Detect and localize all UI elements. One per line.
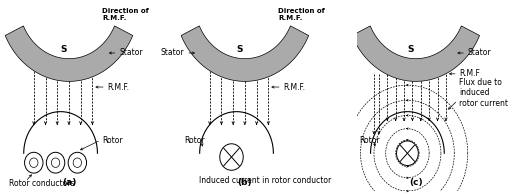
Text: Rotor conductors: Rotor conductors — [8, 179, 74, 188]
Text: Induced current in rotor conductor: Induced current in rotor conductor — [199, 176, 331, 185]
Text: Rotor: Rotor — [359, 135, 379, 145]
Text: Flux due to
induced
rotor current: Flux due to induced rotor current — [460, 78, 508, 108]
Text: Stator: Stator — [468, 48, 491, 58]
Text: S: S — [408, 45, 414, 54]
Circle shape — [24, 152, 43, 173]
Polygon shape — [352, 26, 480, 81]
Circle shape — [220, 144, 243, 170]
Text: (b): (b) — [237, 178, 252, 187]
Text: S: S — [236, 45, 243, 54]
Text: Rotor: Rotor — [184, 135, 205, 145]
Text: R.M.F.: R.M.F. — [108, 83, 129, 91]
Text: Stator: Stator — [119, 48, 143, 58]
Polygon shape — [5, 26, 132, 81]
Text: (a): (a) — [62, 178, 76, 187]
Text: Direction of
R.M.F.: Direction of R.M.F. — [102, 8, 149, 21]
Circle shape — [46, 152, 65, 173]
Text: R.M.F.: R.M.F. — [284, 83, 305, 91]
Circle shape — [51, 158, 60, 167]
Circle shape — [73, 158, 82, 167]
Circle shape — [396, 141, 418, 166]
Text: Direction of
R.M.F.: Direction of R.M.F. — [278, 8, 325, 21]
Text: Rotor: Rotor — [102, 135, 123, 145]
Circle shape — [30, 158, 38, 167]
Text: S: S — [61, 45, 67, 54]
Text: Stator: Stator — [161, 48, 184, 58]
Text: (c): (c) — [409, 178, 422, 187]
Text: R.M.F: R.M.F — [460, 69, 480, 78]
Circle shape — [68, 152, 86, 173]
Polygon shape — [181, 26, 308, 81]
